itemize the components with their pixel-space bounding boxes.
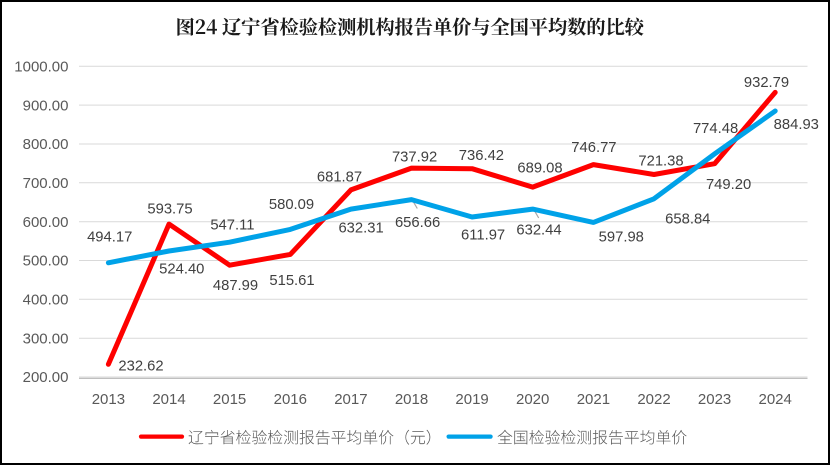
svg-text:2024: 2024 bbox=[759, 391, 792, 408]
svg-text:800.00: 800.00 bbox=[23, 136, 69, 153]
svg-text:2018: 2018 bbox=[395, 391, 428, 408]
svg-text:884.93: 884.93 bbox=[774, 117, 819, 133]
svg-text:721.38: 721.38 bbox=[638, 154, 683, 170]
svg-text:2020: 2020 bbox=[516, 391, 549, 408]
svg-text:656.66: 656.66 bbox=[395, 215, 440, 231]
svg-text:611.97: 611.97 bbox=[461, 227, 505, 243]
svg-text:515.61: 515.61 bbox=[269, 273, 314, 289]
svg-text:2013: 2013 bbox=[92, 391, 125, 408]
svg-text:200.00: 200.00 bbox=[23, 369, 69, 386]
svg-text:2021: 2021 bbox=[577, 391, 610, 408]
svg-text:2015: 2015 bbox=[213, 391, 246, 408]
svg-text:658.84: 658.84 bbox=[665, 212, 710, 228]
svg-text:632.31: 632.31 bbox=[338, 221, 383, 237]
svg-text:593.75: 593.75 bbox=[147, 202, 192, 218]
svg-text:749.20: 749.20 bbox=[706, 177, 751, 193]
svg-text:2017: 2017 bbox=[334, 391, 367, 408]
svg-text:737.92: 737.92 bbox=[392, 150, 437, 166]
svg-text:632.44: 632.44 bbox=[516, 222, 561, 238]
svg-text:2014: 2014 bbox=[152, 391, 185, 408]
svg-text:736.42: 736.42 bbox=[459, 148, 504, 164]
svg-text:1000.00: 1000.00 bbox=[14, 59, 68, 76]
svg-text:580.09: 580.09 bbox=[269, 197, 314, 213]
svg-text:547.11: 547.11 bbox=[210, 217, 254, 233]
svg-text:689.08: 689.08 bbox=[517, 161, 562, 177]
svg-text:700.00: 700.00 bbox=[23, 175, 69, 192]
svg-text:487.99: 487.99 bbox=[213, 278, 258, 294]
svg-text:900.00: 900.00 bbox=[23, 97, 69, 114]
svg-text:2023: 2023 bbox=[698, 391, 731, 408]
svg-text:2022: 2022 bbox=[637, 391, 670, 408]
svg-text:232.62: 232.62 bbox=[118, 359, 163, 375]
svg-text:400.00: 400.00 bbox=[23, 292, 69, 309]
svg-text:2016: 2016 bbox=[274, 391, 307, 408]
svg-text:500.00: 500.00 bbox=[23, 253, 69, 270]
svg-text:2019: 2019 bbox=[455, 391, 488, 408]
svg-text:746.77: 746.77 bbox=[571, 140, 616, 156]
svg-text:494.17: 494.17 bbox=[87, 230, 132, 246]
svg-text:681.87: 681.87 bbox=[317, 170, 362, 186]
svg-text:597.98: 597.98 bbox=[599, 230, 644, 246]
svg-text:600.00: 600.00 bbox=[23, 214, 69, 231]
svg-text:932.79: 932.79 bbox=[744, 75, 789, 91]
svg-text:774.48: 774.48 bbox=[693, 121, 738, 137]
svg-text:524.40: 524.40 bbox=[159, 261, 204, 277]
svg-text:300.00: 300.00 bbox=[23, 330, 69, 347]
